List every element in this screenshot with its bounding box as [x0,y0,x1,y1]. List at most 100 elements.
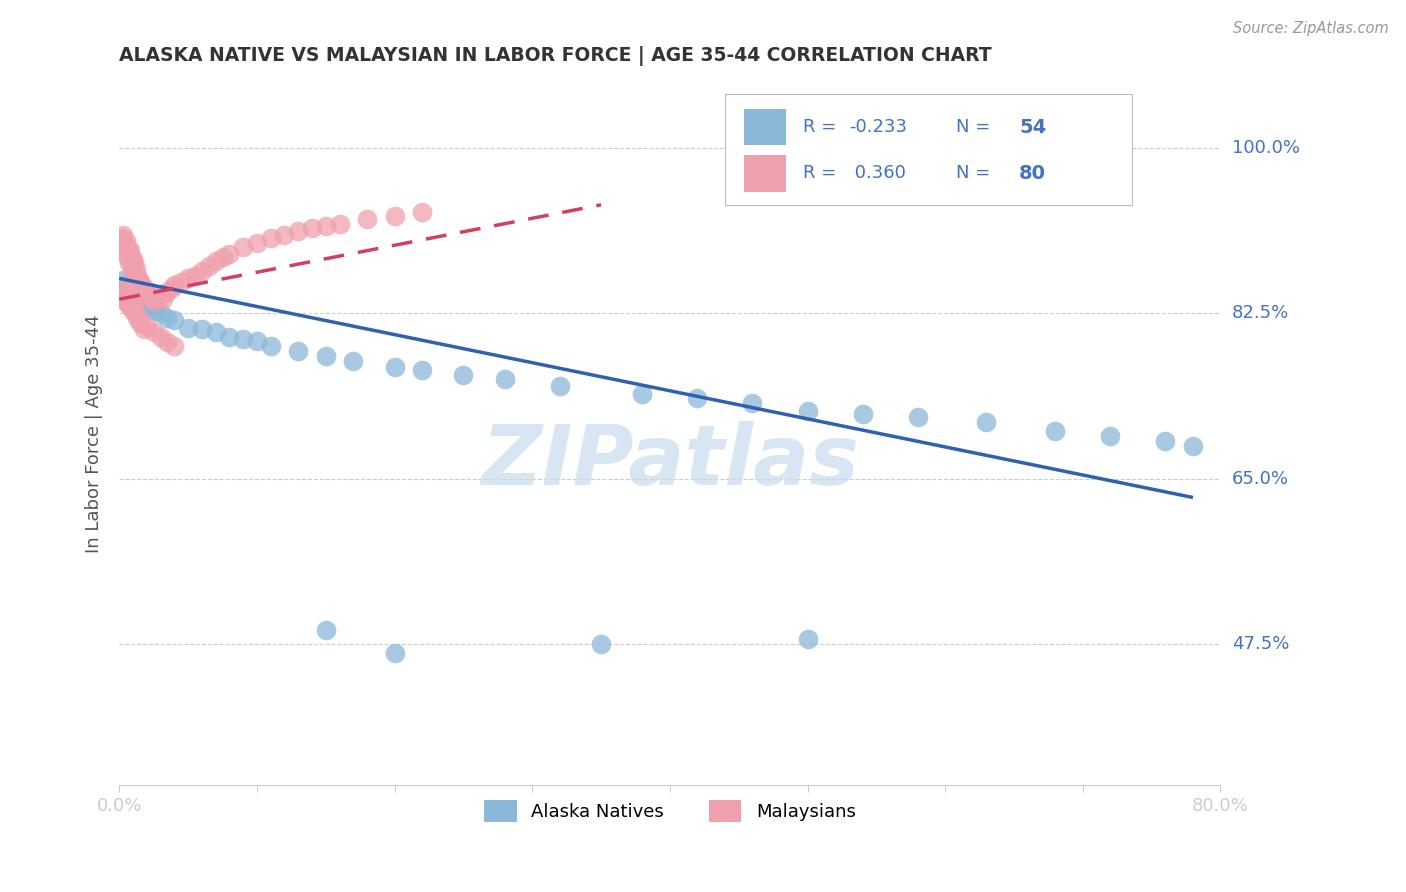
Text: 80: 80 [1019,164,1046,183]
Point [342,353,364,368]
Text: 100.0%: 100.0% [1232,139,1299,157]
Point [191,264,214,278]
Point [115,287,138,301]
Point [114,247,136,261]
Point [112,283,135,297]
Point [122,303,145,318]
Point [131,283,153,297]
Point [112,273,135,287]
Point [411,363,433,377]
Point [125,262,148,277]
Point [1099,429,1122,443]
Point [287,224,309,238]
Point [204,325,226,339]
Point [315,349,337,363]
Text: 82.5%: 82.5% [1232,304,1289,322]
Point [197,259,219,273]
Text: N =: N = [956,164,997,183]
FancyBboxPatch shape [744,155,786,192]
Point [114,237,136,252]
Point [204,254,226,268]
Point [1154,434,1177,448]
Text: 54: 54 [1019,118,1046,136]
Point [246,235,269,250]
Point [384,209,406,223]
Point [127,281,149,295]
Point [111,287,134,301]
Point [110,285,132,299]
Point [156,285,179,299]
Point [163,339,186,353]
Point [121,296,143,310]
Text: Source: ZipAtlas.com: Source: ZipAtlas.com [1233,21,1389,36]
Point [141,301,163,316]
Point [128,273,150,287]
Point [287,344,309,359]
Point [211,250,233,264]
Point [218,247,240,261]
Point [1045,425,1067,439]
Point [122,264,145,278]
Text: 0.360: 0.360 [849,164,907,183]
Point [163,313,186,327]
Point [411,205,433,219]
Y-axis label: In Labor Force | Age 35-44: In Labor Force | Age 35-44 [86,315,103,553]
Point [328,217,350,231]
Point [170,275,193,289]
Legend: Alaska Natives, Malaysians: Alaska Natives, Malaysians [477,793,863,830]
Point [260,231,283,245]
Point [218,330,240,344]
Point [453,368,475,382]
Point [384,360,406,375]
Point [135,318,157,333]
Point [143,294,166,309]
Point [135,294,157,309]
Point [115,234,138,248]
Point [120,281,142,295]
Point [112,227,135,242]
Point [315,219,337,233]
Point [125,287,148,301]
Point [494,372,516,386]
Text: ALASKA NATIVE VS MALAYSIAN IN LABOR FORCE | AGE 35-44 CORRELATION CHART: ALASKA NATIVE VS MALAYSIAN IN LABOR FORC… [120,46,991,66]
Point [631,386,654,401]
Point [120,300,142,314]
Point [127,311,149,326]
Point [160,281,183,295]
Point [122,252,145,266]
Point [134,281,156,295]
Point [117,294,139,309]
Point [117,242,139,256]
Point [112,243,135,257]
Point [852,408,875,422]
Point [129,290,152,304]
Point [177,271,200,285]
Point [118,245,141,260]
Point [127,292,149,306]
Point [121,289,143,303]
Point [156,311,179,326]
Point [129,278,152,293]
Point [131,296,153,310]
Point [232,240,254,254]
Point [138,300,160,314]
Point [114,292,136,306]
Point [135,287,157,301]
Point [132,322,155,336]
Point [120,243,142,257]
Point [149,306,172,320]
Point [384,646,406,660]
Point [1181,439,1204,453]
Point [156,334,179,349]
Point [132,292,155,306]
Text: 47.5%: 47.5% [1232,635,1289,653]
Point [111,240,134,254]
Point [177,320,200,334]
Point [184,268,207,283]
Point [124,294,146,309]
Point [118,285,141,299]
Point [124,268,146,283]
Point [796,403,818,417]
Point [111,289,134,303]
Point [260,339,283,353]
